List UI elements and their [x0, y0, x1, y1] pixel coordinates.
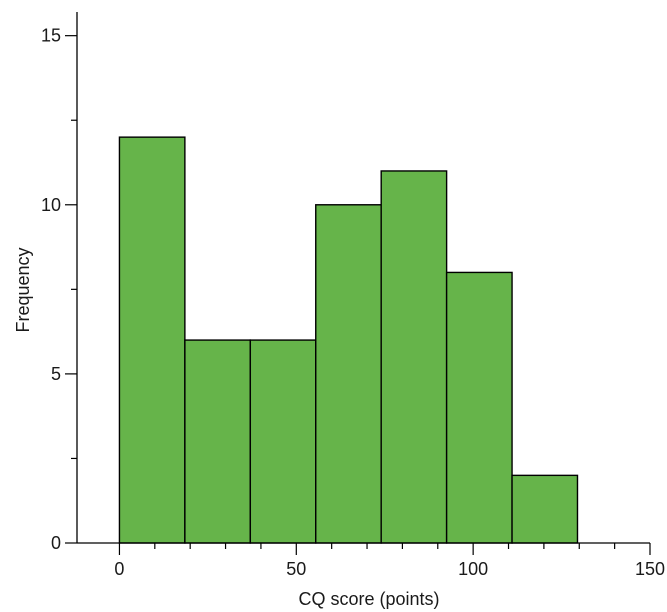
- y-tick-label: 0: [51, 533, 61, 553]
- x-tick-label: 50: [286, 559, 306, 579]
- x-tick-label: 150: [635, 559, 665, 579]
- bars-layer: [118, 136, 579, 544]
- histogram-bar-2: [184, 339, 252, 544]
- y-tick-label: 5: [51, 364, 61, 384]
- y-tick-label: 15: [41, 26, 61, 46]
- histogram-bar-3: [249, 339, 317, 544]
- histogram-bar-1: [118, 136, 186, 544]
- axes-layer: [65, 12, 651, 555]
- x-axis-title: CQ score (points): [298, 589, 439, 609]
- y-tick-label: 10: [41, 195, 61, 215]
- y-axis-title: Frequency: [13, 247, 33, 332]
- x-tick-label: 100: [458, 559, 488, 579]
- histogram-bar-7: [511, 474, 579, 544]
- labels-layer: 0 50 100 150 0 5 10 15: [41, 26, 665, 579]
- histogram-bar-5: [380, 170, 448, 544]
- x-tick-label: 0: [114, 559, 124, 579]
- histogram-bar-4: [315, 204, 382, 544]
- histogram-bar-6: [445, 271, 513, 544]
